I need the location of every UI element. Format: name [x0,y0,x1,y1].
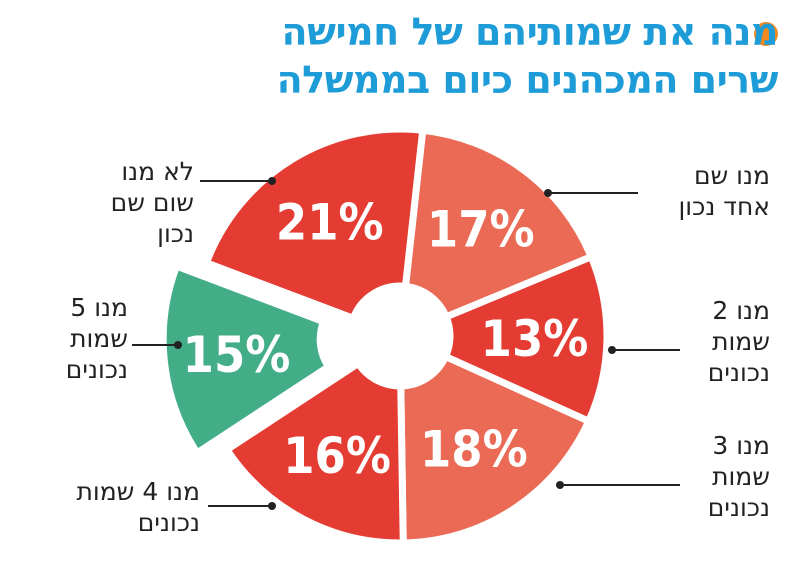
label-one-correct: מנו שם אחד נכון [678,161,771,221]
leader-two-correct-dot [608,346,616,354]
title-line-1: מנה את שמותיהם של חמישה [281,10,779,54]
pct-two-correct: 13% [481,310,589,368]
label-four-correct: מנו 4 שמות נכונים [76,477,200,537]
slice-one-correct [401,126,596,322]
label-three-correct: מנו 3 שמות נכונים [707,431,770,522]
label-none-correct: לא מנו שום שם נכון [110,157,194,248]
leader-four-correct-dot [268,502,276,510]
label-two-correct: מנו 2 שמות נכונים [707,296,770,387]
slice-four-correct [222,358,407,547]
leader-none-correct-dot [268,177,276,185]
slice-three-correct [397,351,594,547]
leader-five-correct-dot [174,341,182,349]
chart-title: מנה את שמותיהם של חמישה שרים המכהנים כיו… [276,8,779,104]
title-line-2: שרים המכהנים כיום בממשלה [276,58,779,102]
slice-five-correct [159,261,334,458]
pct-none-correct: 21% [276,193,384,251]
slice-none-correct [201,125,427,323]
pct-one-correct: 17% [427,200,535,258]
orange-bullet-icon [754,22,778,46]
label-five-correct: מנו 5 שמות נכונים [65,293,128,384]
slice-two-correct [440,252,611,426]
pct-four-correct: 16% [283,427,391,485]
pct-three-correct: 18% [420,420,528,478]
pct-five-correct: 15% [183,326,291,384]
leader-three-correct-dot [556,481,564,489]
leader-one-correct-dot [544,189,552,197]
